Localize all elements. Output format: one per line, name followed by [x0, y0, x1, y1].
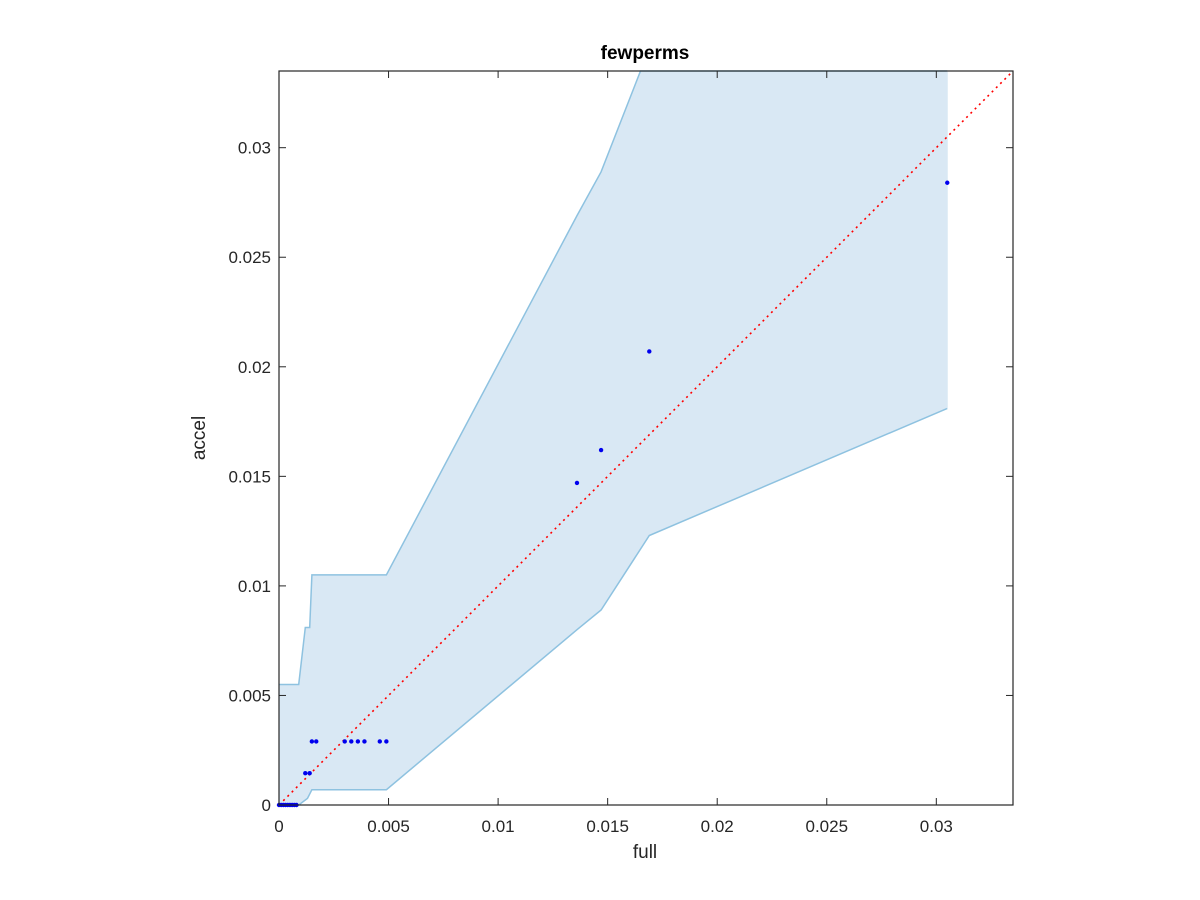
x-tick-label: 0.03: [920, 817, 953, 836]
band-upper-edge: [279, 70, 948, 686]
x-tick-label: 0.025: [805, 817, 848, 836]
x-tick-label: 0.01: [482, 817, 515, 836]
data-point: [355, 739, 361, 744]
reference-line: [278, 70, 1014, 806]
plot-area: [276, 70, 1014, 808]
chart-title: fewperms: [601, 43, 690, 64]
confidence-band: [279, 71, 948, 805]
data-point: [384, 739, 389, 744]
y-tick-label: 0.015: [228, 467, 271, 486]
axes-box: [278, 70, 1014, 806]
data-point: [377, 739, 382, 744]
data-point: [945, 180, 950, 185]
data-point: [303, 771, 308, 776]
data-point: [598, 447, 604, 453]
y-axis-label: accel: [189, 416, 210, 460]
y-tick-label: 0.005: [228, 686, 271, 705]
data-point: [309, 739, 315, 744]
data-point: [362, 739, 367, 744]
data-point: [314, 739, 319, 744]
x-tick-label: 0.02: [701, 817, 734, 836]
data-point: [647, 349, 652, 354]
y-tick-label: 0.01: [238, 577, 271, 596]
axes: 0 0.005 0.01 0.015 0.02 0.025 0.03 0 0.005 0.01 0.…: [228, 70, 1014, 836]
y-tick-label: 0.03: [238, 139, 271, 158]
band-lower-edge: [279, 407, 948, 806]
data-point: [349, 739, 354, 744]
y-tick-label: 0: [262, 796, 271, 815]
y-tick-label: 0.025: [228, 248, 271, 267]
data-point: [307, 771, 312, 776]
data-point: [574, 480, 580, 486]
data-point: [342, 739, 347, 744]
x-axis-label: full: [633, 842, 657, 863]
x-tick-label: 0: [274, 817, 283, 836]
x-tick-label: 0.015: [586, 817, 629, 836]
y-tick-label: 0.02: [238, 358, 271, 377]
x-tick-label: 0.005: [367, 817, 410, 836]
